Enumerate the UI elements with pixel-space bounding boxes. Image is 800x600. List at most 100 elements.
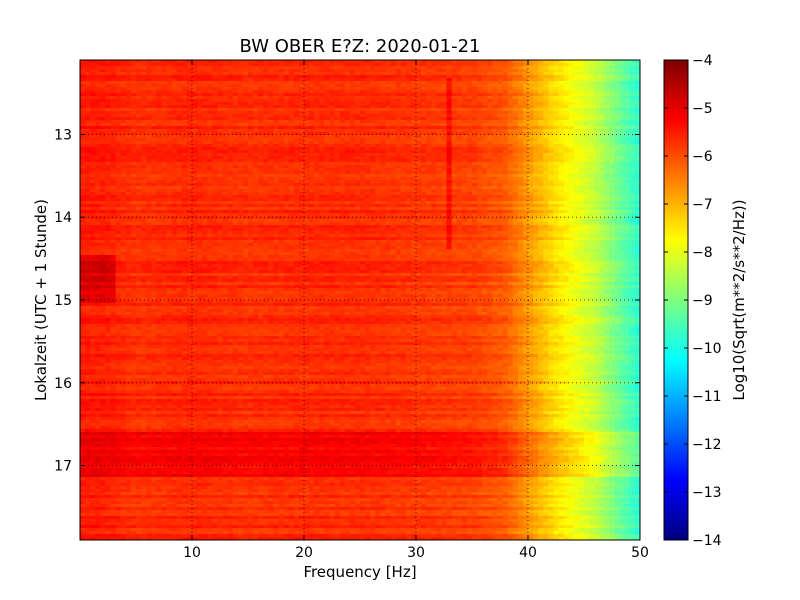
heatmap-cell bbox=[405, 69, 412, 73]
heatmap-cell bbox=[344, 81, 351, 85]
heatmap-cell bbox=[136, 60, 142, 64]
heatmap-cell bbox=[258, 120, 264, 124]
heatmap-cell bbox=[436, 105, 443, 109]
heatmap-cell bbox=[146, 75, 152, 79]
heatmap-cell bbox=[95, 108, 101, 112]
heatmap-cell bbox=[365, 111, 371, 115]
heatmap-cell bbox=[181, 111, 188, 115]
heatmap-cell bbox=[619, 150, 626, 154]
heatmap-cell bbox=[538, 117, 544, 121]
heatmap-cell bbox=[248, 87, 254, 91]
heatmap-cell bbox=[604, 153, 611, 157]
heatmap-cell bbox=[451, 60, 458, 64]
heatmap-cell bbox=[166, 138, 173, 142]
heatmap-cell bbox=[594, 75, 600, 79]
heatmap-cell bbox=[283, 111, 290, 115]
heatmap-cell bbox=[288, 150, 295, 154]
heatmap-cell bbox=[446, 132, 453, 136]
heatmap-cell bbox=[186, 93, 193, 97]
heatmap-cell bbox=[385, 111, 392, 115]
heatmap-cell bbox=[472, 81, 478, 85]
heatmap-cell bbox=[522, 114, 529, 118]
heatmap-cell bbox=[334, 162, 341, 166]
heatmap-cell bbox=[528, 159, 534, 163]
heatmap-cell bbox=[538, 123, 544, 127]
heatmap-cell bbox=[604, 108, 611, 112]
heatmap-cell bbox=[283, 84, 290, 88]
heatmap-cell bbox=[573, 150, 580, 154]
heatmap-cell bbox=[85, 162, 91, 166]
heatmap-cell bbox=[543, 120, 549, 124]
heatmap-cell bbox=[156, 93, 163, 97]
heatmap-cell bbox=[354, 126, 361, 130]
heatmap-cell bbox=[176, 153, 183, 157]
heatmap-cell bbox=[314, 117, 320, 121]
heatmap-cell bbox=[421, 147, 427, 151]
heatmap-cell bbox=[227, 87, 234, 91]
heatmap-cell bbox=[416, 93, 422, 97]
heatmap-cell bbox=[461, 141, 468, 145]
heatmap-cell bbox=[232, 78, 239, 82]
heatmap-cell bbox=[487, 90, 493, 94]
heatmap-cell bbox=[212, 69, 219, 73]
heatmap-cell bbox=[120, 108, 127, 112]
heatmap-cell bbox=[100, 102, 107, 106]
heatmap-cell bbox=[619, 99, 626, 103]
heatmap-cell bbox=[354, 78, 361, 82]
heatmap-cell bbox=[278, 69, 285, 73]
heatmap-cell bbox=[354, 108, 361, 112]
heatmap-cell bbox=[268, 159, 275, 163]
heatmap-cell bbox=[151, 69, 157, 73]
heatmap-cell bbox=[151, 144, 157, 148]
heatmap-cell bbox=[181, 78, 188, 82]
heatmap-cell bbox=[528, 111, 534, 115]
heatmap-cell bbox=[431, 162, 437, 166]
heatmap-cell bbox=[319, 111, 325, 115]
heatmap-cell bbox=[624, 84, 631, 88]
heatmap-cell bbox=[614, 87, 621, 91]
heatmap-cell bbox=[502, 90, 509, 94]
heatmap-cell bbox=[512, 126, 519, 130]
heatmap-cell bbox=[192, 105, 198, 109]
heatmap-cell bbox=[115, 129, 122, 133]
heatmap-cell bbox=[253, 87, 259, 91]
heatmap-cell bbox=[614, 147, 621, 151]
heatmap-cell bbox=[370, 147, 376, 151]
heatmap-cell bbox=[242, 69, 249, 73]
heatmap-cell bbox=[309, 117, 315, 121]
heatmap-cell bbox=[334, 144, 341, 148]
heatmap-cell bbox=[477, 72, 483, 76]
heatmap-cell bbox=[375, 132, 381, 136]
heatmap-cell bbox=[472, 132, 478, 136]
heatmap-cell bbox=[446, 99, 453, 103]
heatmap-cell bbox=[171, 102, 178, 106]
heatmap-cell bbox=[344, 135, 351, 139]
heatmap-cell bbox=[288, 93, 295, 97]
heatmap-cell bbox=[629, 72, 636, 76]
heatmap-cell bbox=[248, 150, 254, 154]
heatmap-cell bbox=[212, 117, 219, 121]
heatmap-cell bbox=[80, 105, 86, 109]
heatmap-cell bbox=[360, 123, 366, 127]
heatmap-cell bbox=[624, 147, 631, 151]
heatmap-cell bbox=[176, 99, 183, 103]
heatmap-cell bbox=[385, 114, 392, 118]
heatmap-cell bbox=[482, 84, 488, 88]
heatmap-cell bbox=[589, 156, 595, 160]
heatmap-cell bbox=[573, 96, 580, 100]
heatmap-cell bbox=[436, 99, 443, 103]
heatmap-cell bbox=[146, 93, 152, 97]
heatmap-cell bbox=[334, 108, 341, 112]
heatmap-cell bbox=[222, 66, 229, 70]
heatmap-cell bbox=[268, 147, 275, 151]
heatmap-cell bbox=[558, 63, 565, 67]
heatmap-cell bbox=[80, 153, 86, 157]
heatmap-cell bbox=[410, 156, 417, 160]
heatmap-cell bbox=[619, 114, 626, 118]
heatmap-cell bbox=[344, 78, 351, 82]
heatmap-cell bbox=[304, 78, 310, 82]
heatmap-cell bbox=[482, 126, 488, 130]
heatmap-cell bbox=[339, 150, 346, 154]
heatmap-cell bbox=[207, 96, 213, 100]
heatmap-cell bbox=[477, 159, 483, 163]
